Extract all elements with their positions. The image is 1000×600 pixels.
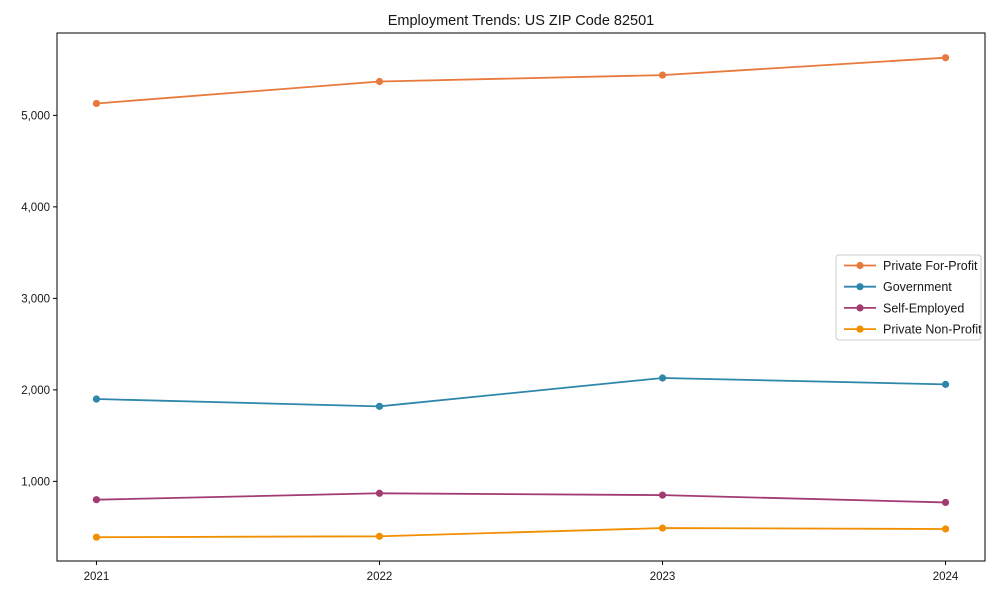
point-self-employed-2023 [658,491,667,499]
y-tick-label: 4,000 [21,202,50,214]
line-series-private-for-profit [96,56,946,105]
legend-label: Private Non-Profit [883,323,982,337]
plot-border [56,32,986,562]
legend-label: Government [883,280,952,294]
legend-marker-icon [856,283,864,291]
legend-marker-icon [856,304,864,312]
point-private-non-profit-2022 [375,532,384,540]
point-government-2024 [941,380,950,388]
y-tick-label: 1,000 [21,476,50,488]
point-government-2021 [92,395,101,403]
y-tick-label: 3,000 [21,293,50,305]
y-tick-label: 2,000 [21,385,50,397]
point-government-2023 [658,374,667,382]
point-private-non-profit-2023 [658,524,667,532]
legend-item-private-non-profit: Private Non-Profit [844,323,982,337]
x-tick-label: 2021 [84,571,110,583]
legend-item-government: Government [844,280,952,294]
legend-label: Private For-Profit [883,259,978,273]
legend-label: Self-Employed [883,301,964,315]
legend-marker-icon [856,325,864,333]
point-self-employed-2021 [92,496,101,504]
point-private-for-profit-2024 [941,54,950,62]
line-series-self-employed [96,492,946,504]
point-private-non-profit-2021 [92,533,101,541]
x-tick-label: 2023 [650,571,676,583]
y-tick-label: 5,000 [21,110,50,122]
point-government-2022 [375,402,384,410]
legend-box [835,254,982,341]
point-private-for-profit-2021 [92,99,101,108]
legend: Private For-Profit Government Self-Employe… [835,254,982,341]
legend-item-self-employed: Self-Employed [844,301,964,315]
line-series-government [96,377,946,408]
chart-title: Employment Trends: US ZIP Code 82501 [388,13,655,29]
point-private-for-profit-2023 [658,71,667,79]
legend-marker-icon [856,261,864,270]
line-series-private-non-profit [96,527,946,539]
x-tick-label: 2022 [367,571,393,583]
point-private-non-profit-2024 [941,525,950,533]
legend-item-private-for-profit: Private For-Profit [844,259,978,273]
x-tick-label: 2024 [933,571,959,583]
point-self-employed-2024 [941,498,950,507]
point-self-employed-2022 [375,489,384,497]
point-private-for-profit-2022 [375,77,384,86]
